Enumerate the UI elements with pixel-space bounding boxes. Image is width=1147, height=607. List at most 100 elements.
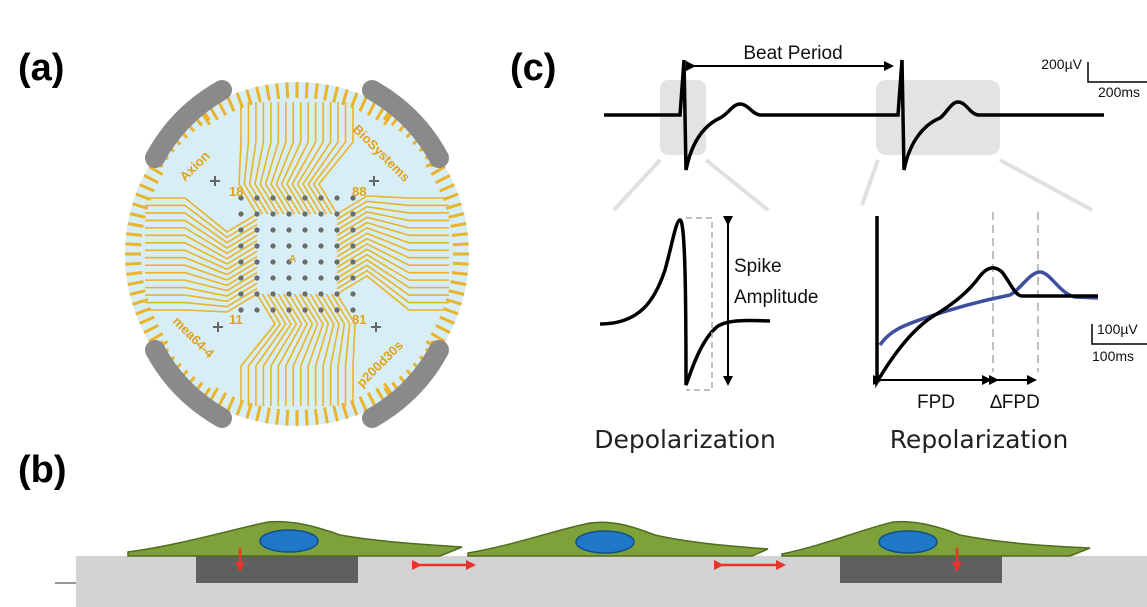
cross-icon	[213, 322, 223, 332]
electrode	[334, 259, 340, 265]
depolarization-trace	[599, 218, 771, 386]
electrode	[270, 275, 276, 281]
beat-highlight-left	[660, 80, 706, 155]
caption-repolarization: Repolarization	[890, 425, 1069, 454]
electrode	[254, 259, 260, 265]
electrode	[270, 291, 276, 297]
electrode	[286, 195, 292, 201]
electrode	[286, 259, 292, 265]
cell-nucleus	[878, 530, 938, 554]
electrode	[270, 227, 276, 233]
trace	[259, 102, 280, 215]
electrode	[254, 307, 260, 313]
panel-label-c: (c)	[510, 47, 556, 89]
ground-electrode	[145, 340, 232, 428]
electrode	[286, 211, 292, 217]
scale-voltage-right: 100µV	[1097, 321, 1138, 337]
panel-label-b: (b)	[18, 449, 67, 491]
electrode	[350, 259, 356, 265]
contact-pad	[304, 82, 309, 99]
electrode	[350, 195, 356, 201]
electrode	[302, 243, 308, 249]
trace	[318, 102, 354, 215]
chip-number-18: 18	[229, 184, 243, 199]
trace	[145, 242, 258, 265]
trace	[145, 287, 258, 308]
electrode	[334, 211, 340, 217]
electrode	[334, 243, 340, 249]
electrode	[270, 259, 276, 265]
trace	[255, 293, 287, 406]
electrode	[318, 243, 324, 249]
trace	[291, 102, 317, 215]
ground-electrode	[362, 340, 449, 428]
trace	[336, 200, 449, 221]
electrode	[334, 195, 340, 201]
electrode	[254, 243, 260, 249]
electrode	[334, 227, 340, 233]
trace	[286, 102, 309, 215]
electrode	[254, 275, 260, 281]
electrode	[334, 307, 340, 313]
electrode	[350, 291, 356, 297]
trace	[330, 293, 351, 406]
electrode	[238, 307, 244, 313]
contact-pad	[285, 82, 290, 99]
scale-time-top: 200ms	[1098, 84, 1140, 100]
repolarization-trace-baseline	[875, 216, 1098, 389]
trace	[320, 293, 340, 406]
field-potential-trace	[604, 59, 1104, 171]
electrode	[318, 259, 324, 265]
electrode	[302, 275, 308, 281]
electrode	[238, 259, 244, 265]
electrode-grid	[238, 195, 356, 313]
trace	[275, 102, 296, 215]
caption-depolarization: Depolarization	[594, 425, 776, 454]
contact-pad	[452, 242, 469, 247]
electrode	[350, 243, 356, 249]
trace	[145, 234, 258, 260]
trace	[238, 102, 258, 215]
electrode	[350, 211, 356, 217]
electrode	[270, 195, 276, 201]
trace	[336, 211, 449, 231]
trace	[336, 259, 449, 289]
mea-chip: Axion BioSystems mea64-4 p200d30s 18 88 …	[125, 80, 469, 428]
repolarization-trace-drug	[878, 270, 1099, 347]
electrode	[302, 291, 308, 297]
ground-electrodes	[145, 80, 449, 428]
electrode	[350, 275, 356, 281]
trace	[145, 277, 258, 297]
alignment-marks	[210, 176, 381, 332]
field-potential-panel: Beat Period 200µV 200ms Spike Amplitude …	[594, 43, 1147, 454]
zoom-line	[704, 158, 770, 212]
trace	[145, 212, 258, 244]
trace	[285, 293, 308, 406]
electrode	[270, 211, 276, 217]
contact-pad	[125, 261, 142, 266]
trace	[254, 102, 274, 215]
trace	[145, 219, 258, 249]
electrode	[254, 227, 260, 233]
trace	[262, 293, 292, 406]
trace	[270, 102, 290, 215]
electrode	[238, 275, 244, 281]
electrode	[254, 195, 260, 201]
electrode	[238, 291, 244, 297]
chip-number-11: 11	[229, 312, 243, 327]
trace	[298, 293, 319, 406]
electrode	[238, 227, 244, 233]
trace	[336, 293, 356, 406]
amplitude-guide	[686, 217, 713, 391]
cross-icon	[210, 176, 220, 186]
trace	[336, 232, 449, 253]
fpd-label: FPD	[917, 392, 955, 413]
electrode	[286, 275, 292, 281]
trace	[145, 197, 258, 233]
scale-time-right: 100ms	[1092, 348, 1134, 364]
electrode	[270, 243, 276, 249]
trace	[304, 293, 324, 406]
electrode	[254, 211, 260, 217]
electrode	[350, 227, 356, 233]
chip-number-81: 81	[352, 312, 366, 327]
